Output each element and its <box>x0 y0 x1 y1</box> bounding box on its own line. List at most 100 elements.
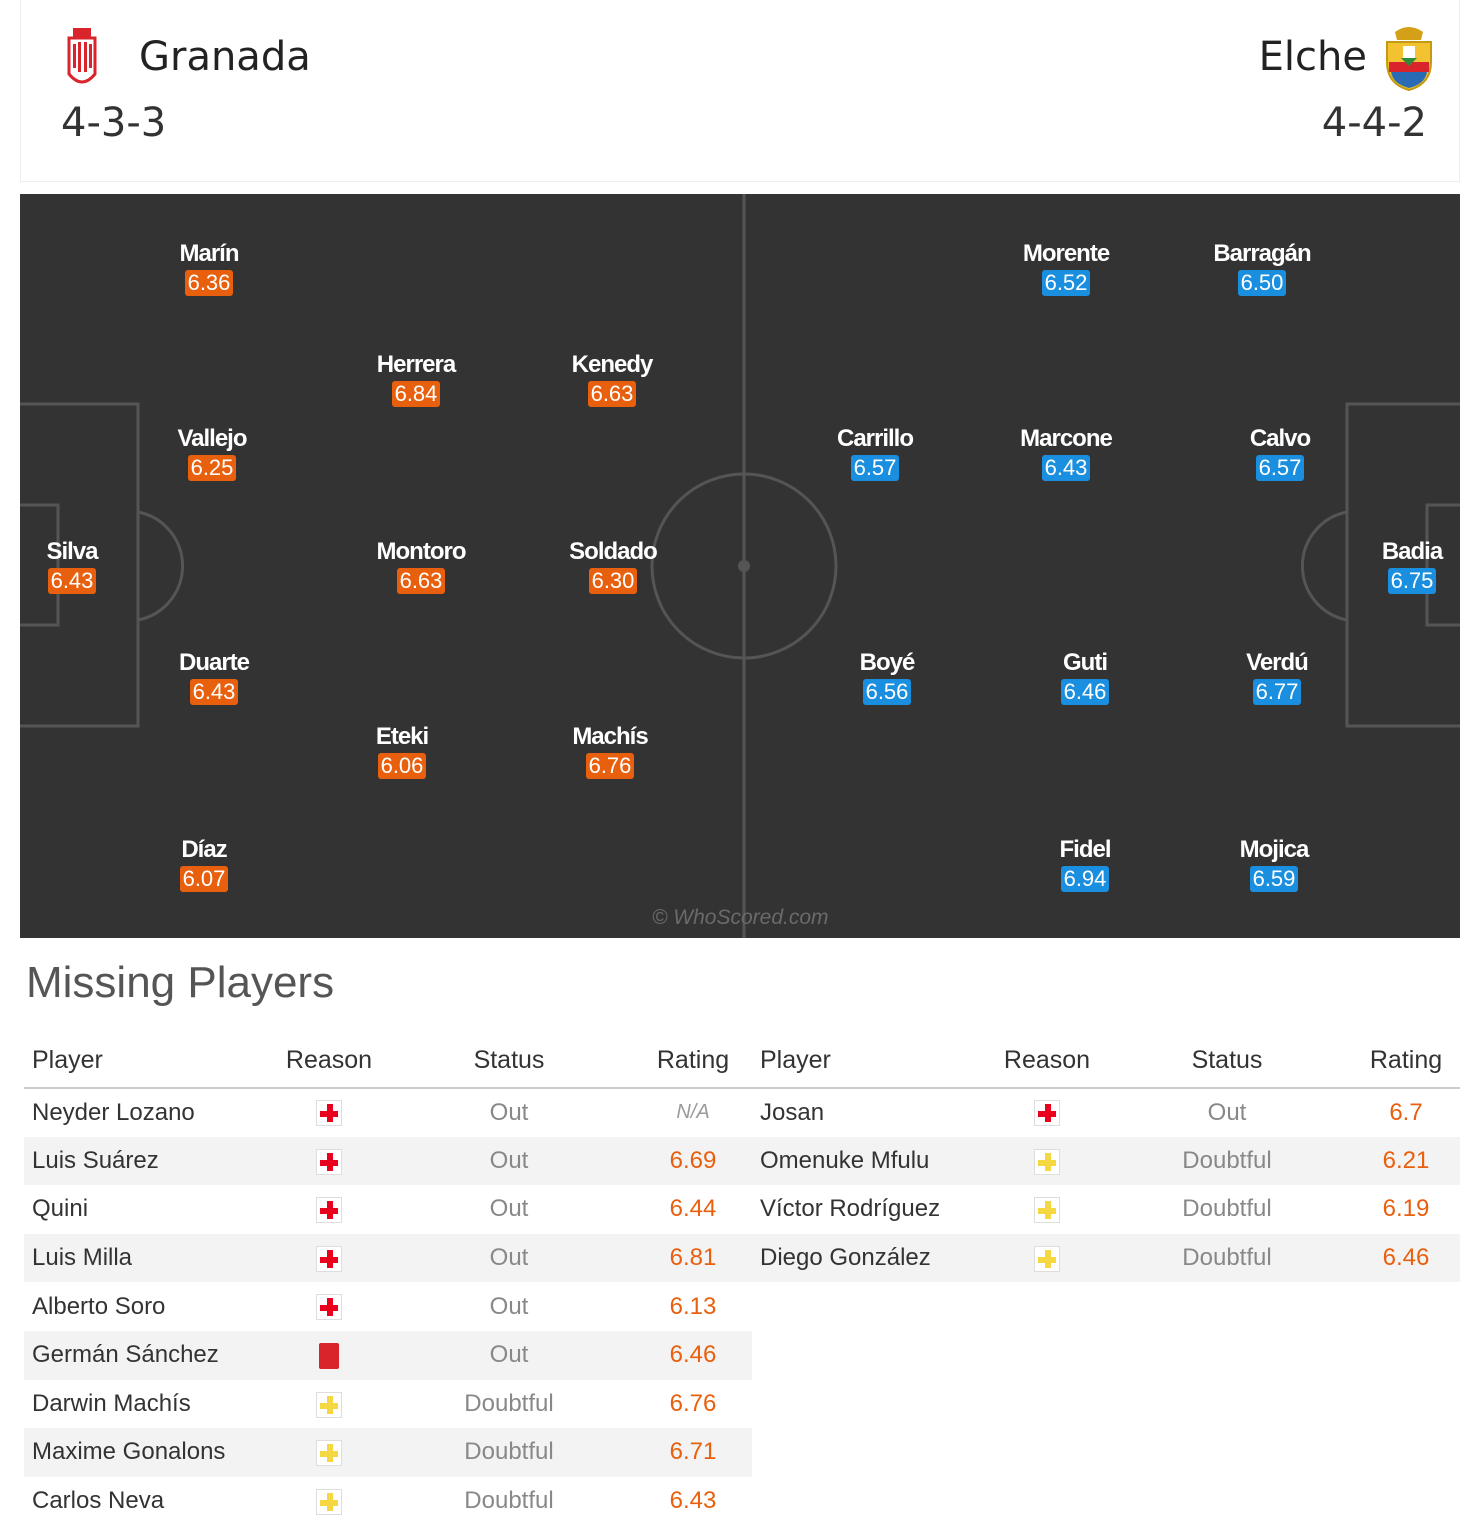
home-player-diaz[interactable]: Díaz 6.07 <box>129 835 279 892</box>
away-team-name[interactable]: Elche <box>1258 34 1367 80</box>
missing-player-name[interactable]: Luis Suárez <box>24 1136 274 1186</box>
missing-player-name[interactable]: Diego González <box>752 1233 992 1283</box>
missing-player-name[interactable]: Germán Sánchez <box>24 1330 274 1380</box>
reason-cell <box>274 1136 384 1186</box>
table-row: Carlos Neva Doubtful 6.43 <box>24 1477 752 1520</box>
rating-cell: 6.69 <box>634 1136 752 1186</box>
away-player-boye[interactable]: Boyé 6.56 <box>812 648 962 705</box>
status-cell: Out <box>384 1330 634 1380</box>
status-cell: Doubtful <box>384 1428 634 1477</box>
rating-cell: 6.46 <box>1352 1233 1460 1283</box>
player-name: Fidel <box>1059 836 1111 863</box>
missing-player-name[interactable]: Víctor Rodríguez <box>760 1195 941 1223</box>
away-player-mojica[interactable]: Mojica 6.59 <box>1199 835 1349 892</box>
home-player-herrera[interactable]: Herrera 6.84 <box>341 350 491 407</box>
column-header-player[interactable]: Player <box>24 1034 274 1089</box>
doubtful-icon <box>316 1440 342 1467</box>
table-row: Josan Out 6.7 <box>752 1088 1460 1137</box>
match-header: Granada 4-3-3 Elche 4-4-2 <box>20 0 1460 182</box>
home-player-kenedy[interactable]: Kenedy 6.63 <box>537 350 687 407</box>
table-row: Alberto Soro Out 6.13 <box>24 1282 752 1331</box>
column-header-rating[interactable]: Rating <box>1352 1034 1460 1089</box>
home-player-duarte[interactable]: Duarte 6.43 <box>139 648 289 705</box>
home-player-soldado[interactable]: Soldado 6.30 <box>538 537 688 594</box>
missing-player-name[interactable]: Darwin Machís <box>32 1389 191 1417</box>
doubtful-icon <box>1034 1197 1060 1224</box>
table-row: Germán Sánchez Out 6.46 <box>24 1330 752 1380</box>
player-name: Herrera <box>376 351 456 378</box>
table-row: Luis Suárez Out 6.69 <box>24 1136 752 1186</box>
column-header-status[interactable]: Status <box>1102 1034 1352 1089</box>
home-formation: 4-3-3 <box>61 100 167 146</box>
home-missing-body: Neyder Lozano Out N/A Luis Suárez Out 6.69 Qui… <box>24 1088 752 1520</box>
away-player-carrillo[interactable]: Carrillo 6.57 <box>800 424 950 481</box>
table-row: Maxime Gonalons Doubtful 6.71 <box>24 1428 752 1477</box>
home-player-montoro[interactable]: Montoro 6.63 <box>346 537 496 594</box>
table-row: Neyder Lozano Out N/A <box>24 1088 752 1137</box>
player-rating: 6.52 <box>1041 270 1091 296</box>
missing-player-name[interactable]: Omenuke Mfulu <box>752 1136 992 1186</box>
home-player-silva[interactable]: Silva 6.43 <box>20 537 147 594</box>
column-header-reason[interactable]: Reason <box>274 1034 384 1089</box>
away-player-verdu[interactable]: Verdú 6.77 <box>1202 648 1352 705</box>
away-player-marcone[interactable]: Marcone 6.43 <box>991 424 1141 481</box>
doubtful-icon <box>316 1488 342 1515</box>
player-name: Verdú <box>1246 649 1309 676</box>
player-rating: 6.77 <box>1252 679 1302 705</box>
status-cell: Doubtful <box>1102 1233 1352 1283</box>
player-name: Morente <box>1022 240 1110 267</box>
injury-icon <box>316 1294 342 1321</box>
table-header-row: Player Reason Status Rating <box>24 1034 752 1089</box>
missing-player-name[interactable]: Luis Milla <box>24 1233 274 1283</box>
home-player-marin[interactable]: Marín 6.36 <box>134 239 284 296</box>
home-player-vallejo[interactable]: Vallejo 6.25 <box>137 424 287 481</box>
doubtful-icon <box>1034 1148 1060 1175</box>
player-name: Calvo <box>1249 425 1311 452</box>
player-rating: 6.84 <box>391 381 441 407</box>
player-name: Marín <box>179 240 239 267</box>
rating-cell: N/A <box>676 1101 710 1124</box>
injury-icon <box>316 1197 342 1224</box>
player-rating: 6.43 <box>1041 455 1091 481</box>
injury-icon <box>316 1148 342 1175</box>
missing-player-name[interactable]: Josan <box>760 1098 825 1126</box>
reason-cell <box>274 1380 384 1429</box>
away-player-fidel[interactable]: Fidel 6.94 <box>1010 835 1160 892</box>
away-player-barragan[interactable]: Barragán 6.50 <box>1187 239 1337 296</box>
away-player-morente[interactable]: Morente 6.52 <box>991 239 1141 296</box>
missing-player-name[interactable]: Quini <box>32 1195 89 1223</box>
player-rating: 6.43 <box>189 679 239 705</box>
player-rating: 6.06 <box>377 753 427 779</box>
rating-cell: 6.43 <box>669 1487 717 1515</box>
reason-cell <box>274 1477 384 1520</box>
missing-players-title: Missing Players <box>26 958 335 1007</box>
away-missing-body: Josan Out 6.7 Omenuke Mfulu Doubtful 6.21 Víct… <box>752 1088 1460 1283</box>
doubtful-icon <box>316 1391 342 1418</box>
column-header-status[interactable]: Status <box>384 1034 634 1089</box>
home-team-name[interactable]: Granada <box>139 34 311 80</box>
player-name: Guti <box>1063 649 1108 676</box>
away-player-calvo[interactable]: Calvo 6.57 <box>1205 424 1355 481</box>
away-player-badia[interactable]: Badia 6.75 <box>1337 537 1460 594</box>
missing-player-name[interactable]: Carlos Neva <box>32 1487 165 1515</box>
missing-player-name[interactable]: Maxime Gonalons <box>24 1428 274 1477</box>
missing-player-name[interactable]: Neyder Lozano <box>32 1098 195 1126</box>
status-cell: Out <box>384 1136 634 1186</box>
player-name: Silva <box>46 538 98 565</box>
away-formation: 4-4-2 <box>1321 100 1427 146</box>
status-cell: Doubtful <box>1102 1136 1352 1186</box>
home-player-machis[interactable]: Machís 6.76 <box>535 722 685 779</box>
missing-player-name[interactable]: Alberto Soro <box>32 1292 166 1320</box>
column-header-player[interactable]: Player <box>752 1034 992 1089</box>
home-player-eteki[interactable]: Eteki 6.06 <box>327 722 477 779</box>
column-header-rating[interactable]: Rating <box>634 1034 752 1089</box>
player-name: Vallejo <box>177 425 247 452</box>
column-header-reason[interactable]: Reason <box>992 1034 1102 1089</box>
reason-cell <box>992 1185 1102 1234</box>
reason-cell <box>274 1185 384 1234</box>
player-name: Díaz <box>181 836 227 863</box>
player-rating: 6.76 <box>585 753 635 779</box>
away-player-guti[interactable]: Guti 6.46 <box>1010 648 1160 705</box>
table-row: Víctor Rodríguez Doubtful 6.19 <box>752 1185 1460 1234</box>
status-cell: Out <box>489 1292 529 1320</box>
